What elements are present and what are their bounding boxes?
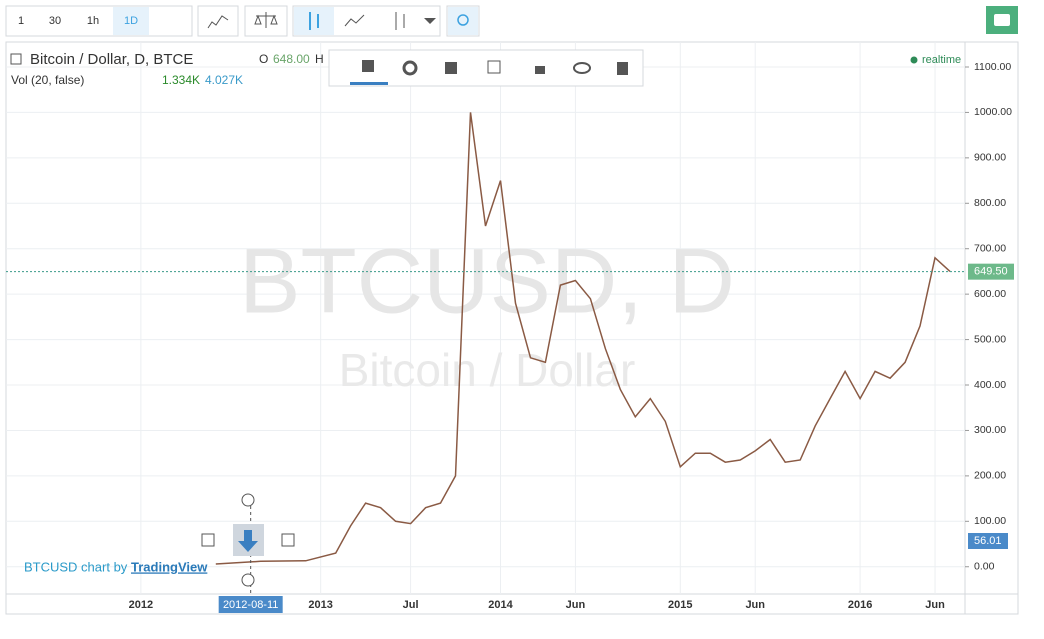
watermark-symbol: BTCUSD, D: [239, 230, 735, 332]
settings-icon[interactable]: [402, 60, 418, 76]
open-label: O: [259, 52, 268, 66]
legend-series: Bitcoin / Dollar, D, BTCE: [30, 51, 193, 68]
y-tick-label: 500.00: [974, 333, 1006, 345]
fill-icon[interactable]: [362, 60, 374, 72]
chart-frame: [5, 41, 1019, 615]
y-tick-label: 1100.00: [974, 61, 1011, 73]
interval-button[interactable]: 1D: [124, 15, 138, 27]
drawing-toolbar: [328, 49, 644, 87]
x-tick-label: 2012: [129, 599, 153, 611]
footer-link[interactable]: TradingView: [131, 559, 208, 574]
active-interval: [113, 7, 149, 35]
x-tick-label: 2016: [848, 599, 872, 611]
candle-icon: [309, 12, 319, 30]
x-tick-label: Jun: [745, 599, 765, 611]
eye-icon[interactable]: [573, 62, 591, 74]
interval-group: [5, 5, 193, 37]
y-tick-label: 0.00: [974, 561, 995, 573]
drawing-toolbar-frame: [328, 49, 644, 87]
arrow-marker[interactable]: [238, 530, 258, 552]
camera-icon: [994, 14, 1010, 26]
y-tick-label: 100.00: [974, 515, 1006, 527]
order-icon[interactable]: [445, 62, 457, 74]
realtime-label: realtime: [922, 54, 961, 66]
x-tick-label: Jul: [403, 599, 419, 611]
line-icon: [344, 14, 365, 27]
bar-icon: [395, 12, 405, 30]
y-tick-label: 300.00: [974, 424, 1006, 436]
y-tick-label: 900.00: [974, 152, 1006, 164]
interval-button[interactable]: 1h: [87, 15, 99, 27]
scale-icon: [254, 12, 278, 28]
idea-active: [448, 7, 478, 35]
x-tick-label: 2015: [668, 599, 692, 611]
dropdown-icon: [424, 18, 436, 24]
y-tick-label: 600.00: [974, 288, 1006, 300]
x-tick-label: 2013: [308, 599, 332, 611]
delete-icon[interactable]: [617, 62, 628, 75]
clone-icon[interactable]: [487, 60, 501, 74]
lock-icon[interactable]: [535, 66, 545, 74]
volume-value: 4.027K: [205, 73, 243, 87]
volume-value: 1.334K: [162, 73, 200, 87]
y-tick-label: 200.00: [974, 470, 1006, 482]
volume-title: Vol (20, false): [11, 73, 84, 87]
indicator-icon: [207, 15, 229, 29]
watermark-name: Bitcoin / Dollar: [339, 344, 636, 396]
bulb-icon: [457, 14, 469, 26]
high-label: H: [315, 52, 324, 66]
crosshair-box: [218, 596, 283, 613]
handle[interactable]: [241, 493, 255, 507]
x-tick-label: Jun: [566, 599, 586, 611]
y-tick-label: 800.00: [974, 197, 1006, 209]
x-tick-label: Jun: [925, 599, 945, 611]
last-price-label: 649.50: [974, 266, 1008, 278]
collapse-icon[interactable]: [10, 53, 22, 65]
footer-text: BTCUSD chart by: [24, 559, 128, 574]
indicators-button[interactable]: [197, 5, 239, 37]
active-underline: [350, 82, 388, 85]
grid: [6, 42, 969, 594]
realtime-dot: [910, 56, 918, 64]
last-price-box: [968, 263, 1014, 280]
interval-button[interactable]: 1: [18, 15, 24, 27]
volume-box: [968, 533, 1008, 549]
interval-button[interactable]: 30: [49, 15, 61, 27]
toolbar: 1 30 1h 1D: [5, 5, 1018, 37]
y-tick-label: 1000.00: [974, 106, 1012, 118]
handle[interactable]: [281, 533, 295, 547]
handle[interactable]: [201, 533, 215, 547]
price-line: [215, 112, 951, 565]
open-value: 648.00: [273, 52, 310, 66]
active-style: [294, 7, 334, 35]
volume-label: 56.01: [974, 535, 1002, 547]
y-tick-label: 700.00: [974, 242, 1006, 254]
y-tick-label: 400.00: [974, 379, 1006, 391]
handle[interactable]: [241, 573, 255, 587]
crosshair-label: 2012-08-11: [223, 599, 278, 611]
x-tick-label: 2014: [488, 599, 513, 611]
